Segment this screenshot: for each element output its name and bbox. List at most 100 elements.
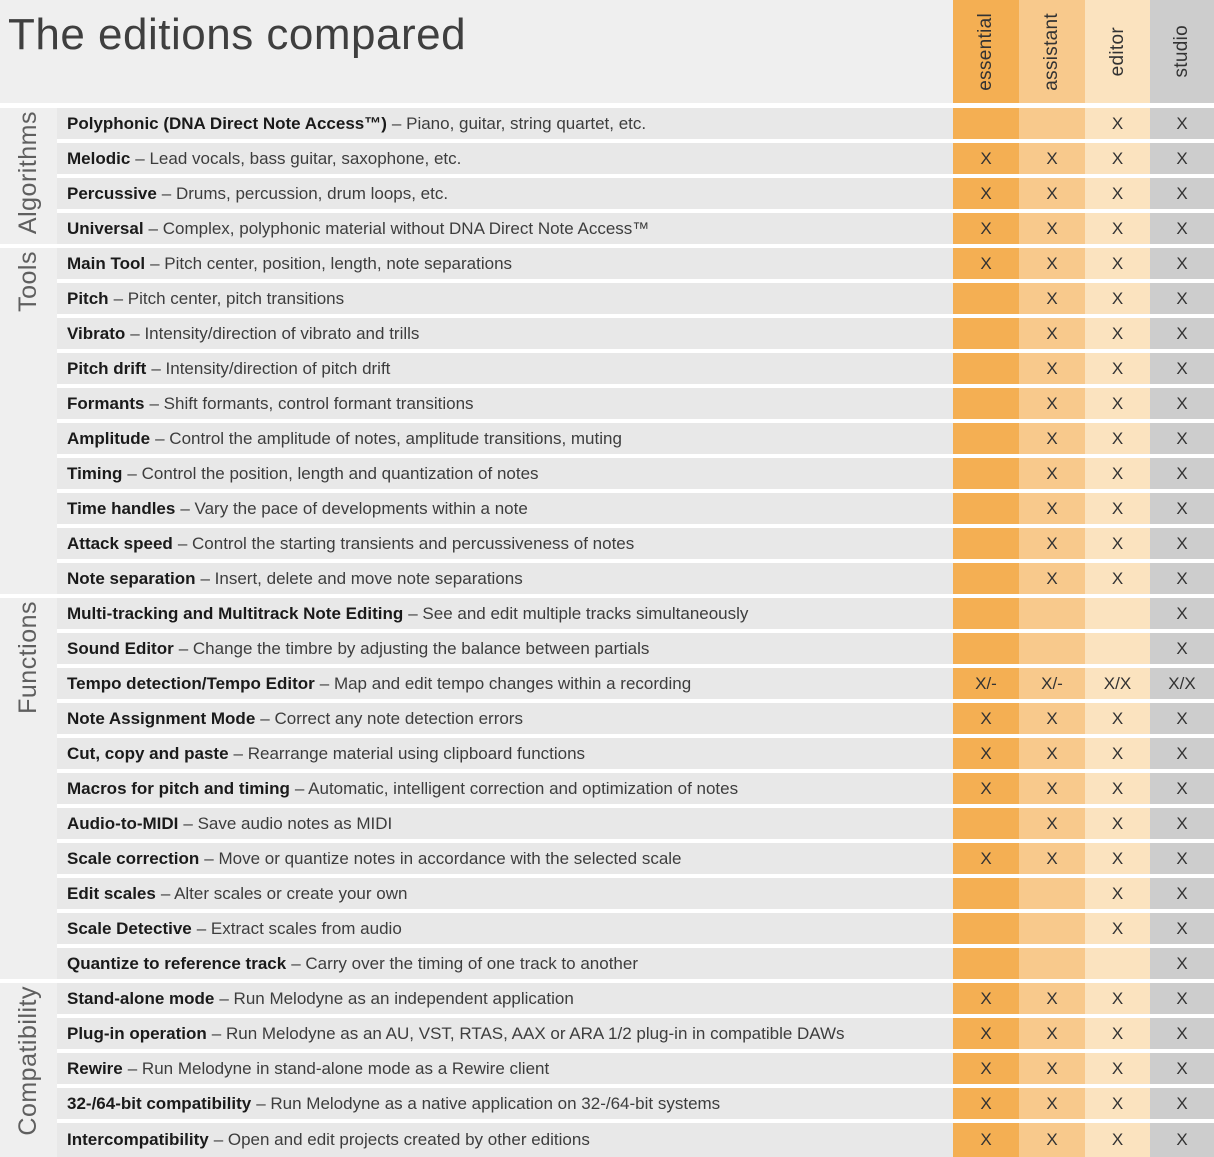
feature-cell: Scale Detective – Extract scales from aud… — [57, 913, 953, 944]
mark-cell-studio: X — [1150, 633, 1214, 664]
feature-cell: Note Assignment Mode – Correct any note d… — [57, 703, 953, 734]
feature-cell: Main Tool – Pitch center, position, lengt… — [57, 248, 953, 279]
feature-description: – Complex, polyphonic material without D… — [148, 218, 650, 238]
section-label: Algorithms — [14, 111, 42, 235]
feature-cell: Stand-alone mode – Run Melodyne as an ind… — [57, 983, 953, 1014]
column-header-editor-label: editor — [1106, 26, 1128, 77]
feature-term: Pitch drift — [67, 358, 147, 378]
mark-cell-studio: X — [1150, 248, 1214, 279]
feature-term: Pitch — [67, 288, 109, 308]
mark-cell-editor — [1085, 598, 1150, 629]
table-row: Scale Detective – Extract scales from aud… — [57, 913, 1214, 944]
mark-cell-essential: X/- — [953, 668, 1019, 699]
mark-cell-essential — [953, 528, 1019, 559]
section-rows: Multi-tracking and Multitrack Note Editi… — [57, 598, 1214, 979]
table-row: Note separation – Insert, delete and move… — [57, 563, 1214, 594]
mark-cell-essential: X — [953, 1123, 1019, 1157]
feature-cell: Polyphonic (DNA Direct Note Access™) – Pi… — [57, 108, 953, 139]
mark-cell-assistant — [1019, 948, 1085, 979]
mark-cell-studio: X — [1150, 493, 1214, 524]
feature-cell: Scale correction – Move or quantize notes… — [57, 843, 953, 874]
mark-cell-editor: X — [1085, 388, 1150, 419]
column-header-studio-label: studio — [1171, 25, 1192, 78]
table-row: Plug-in operation – Run Melodyne as an AU… — [57, 1018, 1214, 1049]
mark-cell-essential: X — [953, 843, 1019, 874]
section-gutter: Algorithms — [0, 108, 57, 244]
table-row: Macros for pitch and timing – Automatic, … — [57, 773, 1214, 804]
table-row: Melodic – Lead vocals, bass guitar, saxop… — [57, 143, 1214, 174]
mark-cell-editor: X — [1085, 1053, 1150, 1084]
mark-cell-studio: X — [1150, 1053, 1214, 1084]
feature-description: – Run Melodyne as a native application o… — [256, 1093, 721, 1113]
mark-cell-assistant: X — [1019, 1123, 1085, 1157]
table-row: Vibrato – Intensity/direction of vibrato … — [57, 318, 1214, 349]
mark-cell-essential: X — [953, 703, 1019, 734]
feature-term: Audio-to-MIDI — [67, 813, 179, 833]
feature-cell: Melodic – Lead vocals, bass guitar, saxop… — [57, 143, 953, 174]
feature-cell: Pitch drift – Intensity/direction of pitc… — [57, 353, 953, 384]
mark-cell-essential: X — [953, 983, 1019, 1014]
section-gutter: Functions — [0, 598, 57, 979]
mark-cell-editor: X — [1085, 983, 1150, 1014]
column-header-essential-label: essential — [975, 12, 996, 91]
mark-cell-editor: X — [1085, 143, 1150, 174]
table-row: Multi-tracking and Multitrack Note Editi… — [57, 598, 1214, 629]
table-row: Cut, copy and paste – Rearrange material … — [57, 738, 1214, 769]
table-row: Attack speed – Control the starting trans… — [57, 528, 1214, 559]
mark-cell-editor — [1085, 948, 1150, 979]
section-compatibility: Compatibility Stand-alone mode – Run Melod… — [0, 983, 1214, 1157]
mark-cell-editor: X — [1085, 703, 1150, 734]
feature-term: Stand-alone mode — [67, 988, 215, 1008]
table-row: Edit scales – Alter scales or create your… — [57, 878, 1214, 909]
feature-description: – Drums, percussion, drum loops, etc. — [161, 183, 449, 203]
feature-description: – Change the timbre by adjusting the bal… — [178, 638, 650, 658]
feature-cell: Pitch – Pitch center, pitch transitions — [57, 283, 953, 314]
table-row: Stand-alone mode – Run Melodyne as an ind… — [57, 983, 1214, 1014]
mark-cell-assistant: X — [1019, 1088, 1085, 1119]
mark-cell-editor: X — [1085, 1123, 1150, 1157]
feature-cell: Timing – Control the position, length and… — [57, 458, 953, 489]
mark-cell-assistant: X — [1019, 178, 1085, 209]
feature-term: Main Tool — [67, 253, 146, 273]
column-header-assistant-label: assistant — [1041, 12, 1062, 91]
feature-description: – Correct any note detection errors — [260, 708, 523, 728]
table-row: Audio-to-MIDI – Save audio notes as MIDI X… — [57, 808, 1214, 839]
mark-cell-essential — [953, 913, 1019, 944]
mark-cell-essential: X — [953, 143, 1019, 174]
mark-cell-assistant: X — [1019, 388, 1085, 419]
mark-cell-studio: X — [1150, 353, 1214, 384]
mark-cell-editor: X — [1085, 423, 1150, 454]
mark-cell-studio: X — [1150, 843, 1214, 874]
mark-cell-editor: X — [1085, 878, 1150, 909]
feature-cell: Intercompatibility – Open and edit projec… — [57, 1123, 953, 1157]
mark-cell-essential: X — [953, 178, 1019, 209]
feature-term: 32-/64-bit compatibility — [67, 1093, 252, 1113]
feature-term: Edit scales — [67, 883, 156, 903]
mark-cell-editor: X — [1085, 353, 1150, 384]
feature-cell: Edit scales – Alter scales or create your… — [57, 878, 953, 909]
mark-cell-essential: X — [953, 213, 1019, 244]
feature-cell: Sound Editor – Change the timbre by adjus… — [57, 633, 953, 664]
feature-description: – Run Melodyne as an AU, VST, RTAS, AAX … — [211, 1023, 845, 1043]
feature-description: – Shift formants, control formant transi… — [149, 393, 474, 413]
mark-cell-studio: X — [1150, 1018, 1214, 1049]
feature-cell: Formants – Shift formants, control forman… — [57, 388, 953, 419]
mark-cell-editor — [1085, 633, 1150, 664]
feature-term: Scale correction — [67, 848, 200, 868]
feature-description: – Intensity/direction of vibrato and tri… — [130, 323, 420, 343]
mark-cell-essential — [953, 808, 1019, 839]
mark-cell-assistant — [1019, 913, 1085, 944]
feature-cell: Cut, copy and paste – Rearrange material … — [57, 738, 953, 769]
table-row: Intercompatibility – Open and edit projec… — [57, 1123, 1214, 1157]
feature-term: Plug-in operation — [67, 1023, 207, 1043]
mark-cell-studio: X — [1150, 108, 1214, 139]
feature-term: Rewire — [67, 1058, 123, 1078]
mark-cell-assistant — [1019, 108, 1085, 139]
feature-term: Note separation — [67, 568, 196, 588]
feature-description: – Control the position, length and quant… — [127, 463, 539, 483]
section-gutter: Compatibility — [0, 983, 57, 1157]
mark-cell-essential — [953, 423, 1019, 454]
mark-cell-assistant — [1019, 633, 1085, 664]
mark-cell-editor: X — [1085, 1018, 1150, 1049]
feature-cell: Multi-tracking and Multitrack Note Editi… — [57, 598, 953, 629]
